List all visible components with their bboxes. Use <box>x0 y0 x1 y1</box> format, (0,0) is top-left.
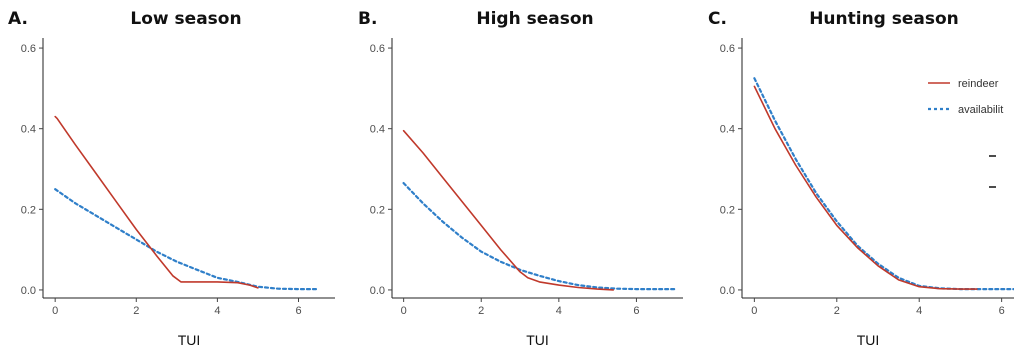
panel-letter: C. <box>708 9 727 29</box>
y-tick-label: 0.0 <box>370 285 385 297</box>
x-tick-label: 2 <box>133 305 139 317</box>
series-line-reindeer <box>402 129 615 291</box>
panel-a: A. Low season 0.0 0.2 0.4 0.6 0 2 4 6 TUI <box>8 9 335 348</box>
series-line-reindeer <box>753 85 978 290</box>
panel-c: C. Hunting season 0.0 0.2 0.4 0.6 0 2 4 6 TUI reind… <box>708 9 1014 348</box>
y-tick-label: 0.6 <box>370 43 385 55</box>
y-tick-label: 0.0 <box>21 285 36 297</box>
y-tick-label: 0.4 <box>370 124 385 136</box>
y-tick-label: 0.6 <box>21 43 36 55</box>
x-tick-label: 0 <box>401 305 407 317</box>
x-tick-label: 4 <box>214 305 220 317</box>
x-axis-label: TUI <box>857 332 880 348</box>
panel-title: High season <box>476 9 593 29</box>
series-line-reindeer <box>54 115 259 289</box>
panel-b: B. High season 0.0 0.2 0.4 0.6 0 2 4 6 TUI <box>358 9 683 348</box>
y-tick-label: 0.4 <box>720 124 735 136</box>
panel-letter: A. <box>8 9 28 29</box>
x-tick-label: 2 <box>478 305 484 317</box>
legend-label: reindeer <box>958 78 999 90</box>
panel-letter: B. <box>358 9 377 29</box>
x-axis-label: TUI <box>526 332 549 348</box>
y-tick-label: 0.2 <box>370 204 385 216</box>
y-tick-label: 0.2 <box>720 204 735 216</box>
x-tick-label: 0 <box>52 305 58 317</box>
panel-title: Low season <box>130 9 241 29</box>
legend-label: availabilit <box>958 104 1003 116</box>
legend: reindeer availabilit <box>928 78 1003 188</box>
y-tick-label: 0.4 <box>21 124 36 136</box>
x-tick-label: 4 <box>556 305 562 317</box>
panel-title: Hunting season <box>809 9 959 29</box>
y-tick-label: 0.6 <box>720 43 735 55</box>
x-tick-label: 4 <box>916 305 922 317</box>
y-tick-label: 0.0 <box>720 285 735 297</box>
series-line-availability <box>54 188 320 291</box>
series-line-availability <box>402 182 677 291</box>
x-tick-label: 2 <box>834 305 840 317</box>
x-axis-label: TUI <box>178 332 201 348</box>
y-tick-label: 0.2 <box>21 204 36 216</box>
x-tick-label: 6 <box>295 305 301 317</box>
x-tick-label: 0 <box>751 305 757 317</box>
x-tick-label: 6 <box>999 305 1005 317</box>
x-tick-label: 6 <box>633 305 639 317</box>
